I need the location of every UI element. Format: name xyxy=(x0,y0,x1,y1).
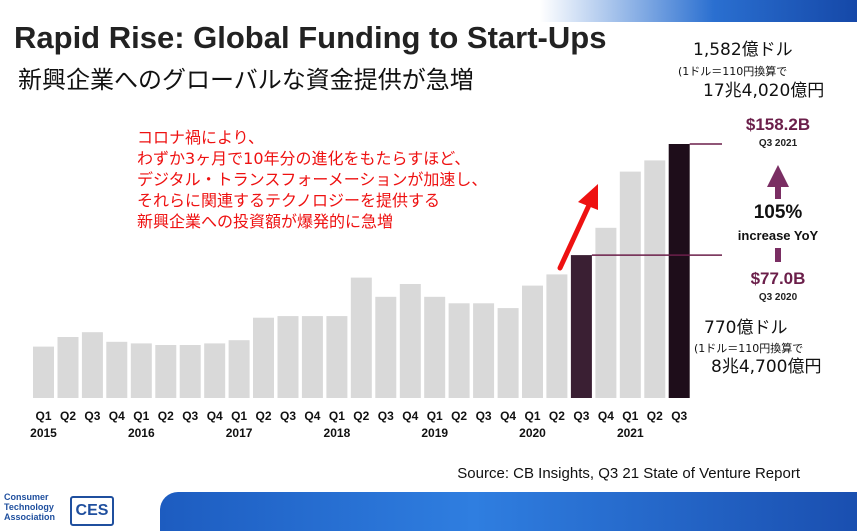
bar xyxy=(350,277,372,398)
quarter-tick-label: Q3 xyxy=(671,409,687,423)
bar xyxy=(81,332,103,398)
bar xyxy=(253,317,274,398)
bottom-note-yen: 8兆4,700億円 xyxy=(711,357,822,377)
bar xyxy=(668,144,690,398)
quarter-tick-label: Q1 xyxy=(231,409,247,423)
bar xyxy=(619,171,641,398)
callouts-group: $158.2B Q3 2021 105% increase YoY $77.0B Q3 2… xyxy=(591,115,819,303)
bar xyxy=(228,340,250,398)
annotation-line: わずか3ヶ月で10年分の進化をもたらすほど、 xyxy=(137,149,471,168)
year-tick-label: 2017 xyxy=(226,426,253,440)
annotation-text: コロナ禍により、 わずか3ヶ月で10年分の進化をもたらすほど、 デジタル・トラン… xyxy=(137,127,487,232)
callout-value-2021: $158.2B xyxy=(746,115,810,134)
year-tick-label: 2020 xyxy=(519,426,546,440)
quarter-tick-label: Q4 xyxy=(109,409,125,423)
bottom-note-rate: (1ドル＝110円換算で xyxy=(694,342,804,355)
callout-period-2021: Q3 2021 xyxy=(759,138,798,149)
bar xyxy=(106,341,128,398)
quarter-tick-label: Q2 xyxy=(353,409,369,423)
bar xyxy=(57,337,79,398)
bar xyxy=(570,255,592,398)
bar xyxy=(448,303,470,398)
bar xyxy=(497,308,519,398)
cta-logo-text: Consumer Technology Association xyxy=(4,492,56,522)
change-percent: 105% xyxy=(754,202,803,223)
increase-arrow-head xyxy=(767,165,789,187)
annotation-line: それらに関連するテクノロジーを提供する xyxy=(137,191,441,210)
quarter-tick-label: Q4 xyxy=(402,409,418,423)
increase-arrow-shaft-bottom xyxy=(775,248,781,262)
ces-logo: CES xyxy=(70,496,114,526)
bottom-note-usd: 770億ドル xyxy=(704,318,788,338)
year-tick-label: 2015 xyxy=(30,426,57,440)
quarter-tick-label: Q4 xyxy=(500,409,516,423)
quarter-tick-label: Q2 xyxy=(549,409,565,423)
chart-subtitle-japanese: 新興企業へのグローバルな資金提供が急増 xyxy=(18,66,474,94)
quarter-tick-label: Q4 xyxy=(207,409,223,423)
bar xyxy=(179,345,201,398)
bar xyxy=(473,303,495,398)
year-tick-label: 2019 xyxy=(421,426,448,440)
quarter-tick-label: Q3 xyxy=(476,409,492,423)
year-tick-label: 2018 xyxy=(324,426,351,440)
quarter-tick-label: Q2 xyxy=(647,409,663,423)
year-labels-group: 2015 2016 2017 2018 2019 2020 2021 xyxy=(30,426,644,440)
annotation-line: デジタル・トランスフォーメーションが加速し、 xyxy=(137,170,488,189)
quarter-tick-label: Q3 xyxy=(84,409,100,423)
bar xyxy=(277,316,299,398)
chart-title: Rapid Rise: Global Funding to Start-Ups xyxy=(14,20,607,55)
bar xyxy=(644,160,666,398)
year-tick-label: 2016 xyxy=(128,426,155,440)
bar xyxy=(375,296,397,398)
quarter-tick-label: Q3 xyxy=(280,409,296,423)
top-note-yen: 17兆4,020億円 xyxy=(703,81,825,101)
bar xyxy=(326,316,348,398)
quarter-tick-label: Q1 xyxy=(329,409,345,423)
bar xyxy=(204,343,226,398)
bar xyxy=(399,284,421,398)
quarter-tick-label: Q1 xyxy=(622,409,638,423)
bar xyxy=(595,227,617,398)
change-label: increase YoY xyxy=(738,228,819,243)
quarter-tick-label: Q1 xyxy=(427,409,443,423)
quarter-tick-label: Q2 xyxy=(158,409,174,423)
quarter-tick-label: Q1 xyxy=(133,409,149,423)
quarter-tick-label: Q3 xyxy=(378,409,394,423)
annotation-line: コロナ禍により、 xyxy=(137,128,265,147)
bar xyxy=(522,285,543,398)
trend-arrow-head xyxy=(578,184,598,210)
annotation-line: 新興企業への投資額が爆発的に急増 xyxy=(137,212,394,231)
trend-arrow-shaft xyxy=(557,200,593,271)
callout-value-2020: $77.0B xyxy=(751,269,806,288)
top-note-rate: (1ドル＝110円換算で xyxy=(678,65,788,78)
quarter-tick-label: Q4 xyxy=(598,409,614,423)
top-note-usd: 1,582億ドル xyxy=(693,40,793,60)
bars-group xyxy=(33,144,690,398)
bar xyxy=(130,343,152,398)
callout-period-2020: Q3 2020 xyxy=(759,292,798,303)
quarter-tick-label: Q2 xyxy=(451,409,467,423)
quarter-tick-label: Q4 xyxy=(304,409,320,423)
bar xyxy=(546,274,568,398)
quarter-tick-label: Q3 xyxy=(182,409,198,423)
bar xyxy=(155,345,177,398)
quarter-tick-label: Q2 xyxy=(255,409,271,423)
source-text: Source: CB Insights, Q3 21 State of Vent… xyxy=(457,465,801,482)
quarter-tick-label: Q3 xyxy=(573,409,589,423)
quarter-labels-group: Q1 Q2 Q3 Q4 Q1 Q2 Q3 Q4 Q1 Q2 Q3 Q4 Q1 Q2 Q3 Q4 Q1 Q2 Q3 Q4… xyxy=(35,409,687,423)
bar xyxy=(33,346,54,398)
quarter-tick-label: Q2 xyxy=(60,409,76,423)
year-tick-label: 2021 xyxy=(617,426,644,440)
bar xyxy=(301,316,323,398)
bottom-decorative-band xyxy=(160,492,857,531)
quarter-tick-label: Q1 xyxy=(524,409,540,423)
top-decorative-band xyxy=(540,0,857,22)
quarter-tick-label: Q1 xyxy=(35,409,51,423)
bar xyxy=(424,296,446,398)
increase-arrow-shaft-top xyxy=(775,185,781,199)
